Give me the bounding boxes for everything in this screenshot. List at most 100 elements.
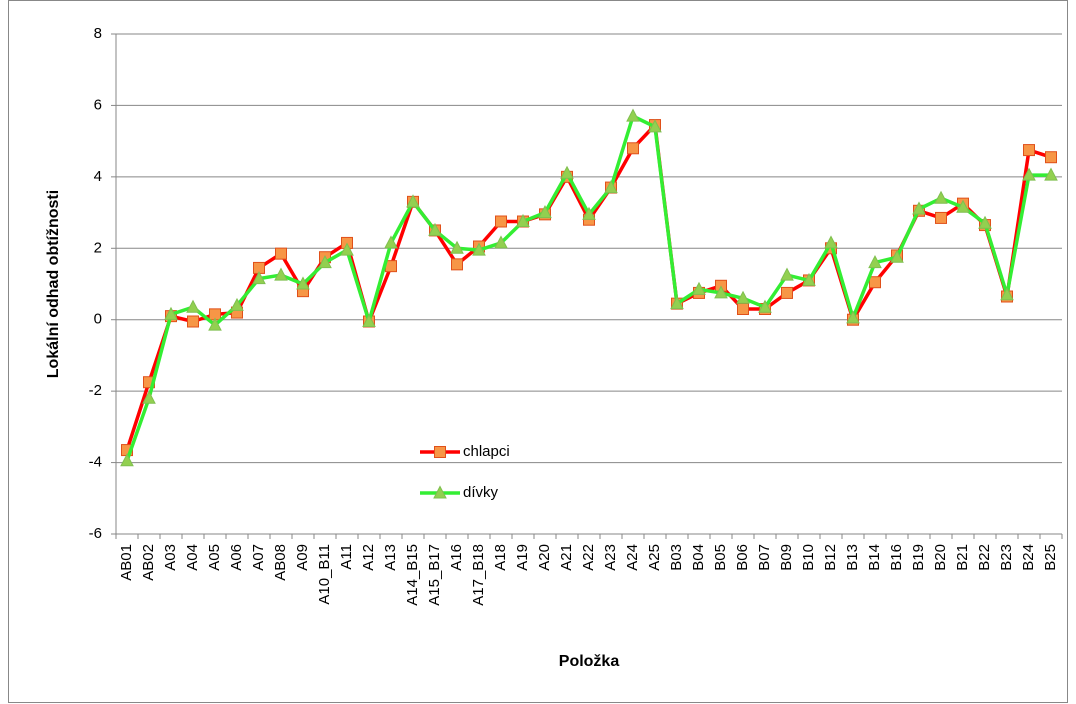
x-tick-label: A16: [448, 544, 465, 571]
x-tick-label: A12: [360, 544, 377, 571]
y-tick-label: 6: [94, 96, 102, 113]
data-point: [340, 242, 354, 256]
x-tick-label: A20: [536, 544, 553, 571]
y-tick-label: -4: [89, 454, 102, 471]
x-tick-label: A23: [602, 544, 619, 571]
data-point: [869, 276, 881, 289]
data-point: [736, 290, 750, 304]
data-point: [648, 119, 662, 133]
data-point: [252, 271, 266, 285]
x-tick-label: A22: [580, 544, 597, 571]
data-point: [472, 242, 486, 256]
y-tick-label: 0: [94, 311, 102, 328]
x-tick-label: B12: [822, 544, 839, 571]
data-point: [187, 315, 199, 328]
data-point: [626, 108, 640, 122]
chart-border: [8, 0, 1068, 703]
x-tick-label: B07: [756, 544, 773, 571]
x-tick-label: A03: [162, 544, 179, 571]
x-tick-label: B20: [932, 544, 949, 571]
x-tick-label: A10_B11: [316, 544, 333, 605]
x-tick-label: A15_B17: [426, 544, 443, 606]
data-point: [296, 276, 310, 290]
x-tick-label: B16: [888, 544, 905, 571]
data-point: [186, 299, 200, 313]
data-point: [164, 306, 178, 320]
data-point: [868, 254, 882, 269]
x-tick-label: A09: [294, 544, 311, 571]
x-tick-label: A05: [206, 544, 223, 571]
x-tick-label: A04: [184, 544, 201, 571]
data-point: [846, 310, 860, 324]
data-point: [1045, 151, 1057, 164]
data-point: [1023, 144, 1035, 157]
x-tick-label: A24: [624, 544, 641, 571]
x-tick-label: A13: [382, 544, 399, 571]
data-point: [208, 317, 222, 331]
data-point: [384, 235, 398, 249]
x-tick-label: B24: [1020, 544, 1037, 571]
data-point: [604, 179, 618, 194]
data-point: [1000, 287, 1014, 301]
y-tick-label: 4: [94, 168, 102, 185]
x-tick-label: A17_B18: [470, 544, 487, 606]
x-tick-label: A18: [492, 544, 509, 571]
x-tick-label: B21: [954, 544, 971, 571]
data-point: [142, 390, 156, 404]
data-point: [318, 254, 332, 269]
data-point: [890, 249, 904, 263]
y-tick-label: -6: [89, 525, 102, 542]
x-tick-label: A06: [228, 544, 245, 571]
x-tick-label: AB01: [118, 544, 135, 581]
x-tick-label: B09: [778, 544, 795, 571]
data-point: [230, 297, 244, 311]
x-tick-label: A11: [338, 544, 355, 570]
data-point: [780, 267, 794, 281]
x-tick-label: A19: [514, 544, 531, 571]
data-point: [538, 204, 552, 219]
data-point: [627, 142, 639, 155]
data-point: [1022, 167, 1036, 181]
legend-label: dívky: [463, 484, 499, 501]
data-point: [758, 299, 772, 313]
data-point: [406, 194, 420, 208]
data-point: [912, 201, 926, 215]
x-tick-label: A07: [250, 544, 267, 571]
y-tick-label: -2: [89, 382, 102, 399]
data-point: [560, 165, 574, 179]
x-tick-label: B03: [668, 544, 685, 571]
legend-marker: [433, 485, 447, 499]
legend-marker: [434, 446, 446, 458]
x-tick-label: B10: [800, 544, 817, 571]
data-point: [781, 286, 793, 299]
data-point: [362, 313, 376, 327]
legend-label: chlapci: [463, 443, 510, 460]
data-point: [935, 211, 947, 224]
data-point: [582, 206, 596, 220]
data-point: [670, 296, 684, 310]
x-tick-label: A21: [558, 544, 575, 571]
x-axis-title: Položka: [559, 653, 620, 670]
data-point: [714, 285, 728, 299]
x-tick-label: AB02: [140, 544, 157, 581]
data-point: [495, 215, 507, 228]
data-point: [802, 272, 816, 286]
y-axis-title: Lokální odhad obtížnosti: [45, 190, 62, 378]
data-point: [978, 215, 992, 229]
y-tick-label: 2: [94, 239, 102, 256]
data-point: [956, 199, 970, 213]
data-point: [692, 281, 706, 295]
x-tick-label: AB08: [272, 544, 289, 581]
data-point: [737, 303, 749, 315]
x-tick-label: B25: [1042, 544, 1059, 571]
data-point: [494, 235, 508, 249]
data-point: [824, 235, 838, 249]
x-tick-label: A14_B15: [404, 544, 421, 606]
x-tick-label: B06: [734, 544, 751, 571]
data-point: [450, 240, 464, 254]
x-tick-label: A25: [646, 544, 663, 571]
data-point: [451, 258, 463, 271]
x-tick-label: B23: [998, 544, 1015, 571]
